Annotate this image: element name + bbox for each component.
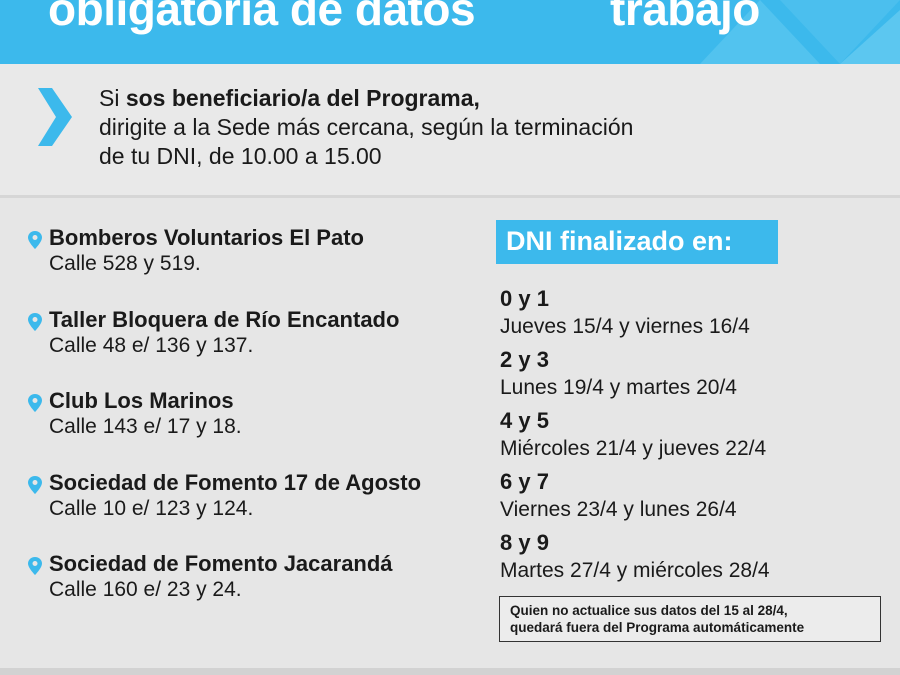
dni-dates: Miércoles 21/4 y jueves 22/4 (500, 437, 767, 460)
dni-group: 0 y 1 Jueves 15/4 y viernes 16/4 (500, 286, 750, 342)
location-pin-icon (28, 475, 42, 494)
dni-group: 6 y 7 Viernes 23/4 y lunes 26/4 (500, 469, 737, 525)
note-line2: quedará fuera del Programa automáticamen… (510, 620, 805, 635)
location-pin-icon (28, 557, 42, 575)
sede-name: Sociedad de Fomento 17 de Agosto (49, 469, 422, 495)
header-title-left: obligatoria de datos (48, 0, 476, 35)
location-pin-icon (28, 312, 42, 331)
sede-name: Taller Bloquera de Río Encantado (49, 306, 400, 332)
dni-heading: DNI finalizado en: (496, 220, 778, 264)
header-pattern (700, 0, 900, 64)
sede-name: Sociedad de Fomento Jacarandá (49, 551, 393, 576)
dni-digits: 2 y 3 (500, 347, 549, 372)
intro-prefix: Si (99, 85, 126, 111)
sede-address: Calle 143 e/ 17 y 18. (49, 415, 242, 438)
dni-digits: 6 y 7 (500, 469, 549, 494)
dni-group: 2 y 3 Lunes 19/4 y martes 20/4 (500, 347, 737, 403)
intro-bold: sos beneficiario/a del Programa, (125, 85, 480, 111)
dni-group: 4 y 5 Miércoles 21/4 y jueves 22/4 (500, 408, 766, 464)
location-pin-icon (28, 394, 42, 412)
sede-address: Calle 48 e/ 136 y 137. (49, 333, 254, 357)
sede-name: Club Los Marinos (49, 388, 234, 413)
header-banner: obligatoria de datos trabajo (0, 0, 900, 64)
dni-digits: 8 y 9 (500, 530, 549, 555)
dni-dates: Martes 27/4 y miércoles 28/4 (500, 559, 770, 582)
intro-line2: dirigite a la Sede más cercana, según la… (99, 114, 634, 140)
dni-group: 8 y 9 Martes 27/4 y miércoles 28/4 (500, 530, 770, 586)
dni-dates: Jueves 15/4 y viernes 16/4 (500, 315, 750, 338)
footer-strip (0, 668, 900, 675)
sede-address: Calle 160 e/ 23 y 24. (49, 578, 242, 601)
chevron-right-icon (38, 88, 72, 146)
sede-name: Bomberos Voluntarios El Pato (49, 225, 364, 250)
location-pin-icon (28, 231, 42, 249)
dni-dates: Lunes 19/4 y martes 20/4 (500, 376, 737, 399)
intro-line3: de tu DNI, de 10.00 a 15.00 (99, 143, 382, 169)
dni-dates: Viernes 23/4 y lunes 26/4 (500, 498, 737, 521)
dni-digits: 4 y 5 (500, 408, 549, 433)
header-title-right: trabajo (610, 0, 760, 35)
note-line1: Quien no actualice sus datos del 15 al 2… (510, 603, 788, 618)
intro-band (0, 64, 900, 198)
warning-note: Quien no actualice sus datos del 15 al 2… (499, 596, 881, 642)
sede-address: Calle 10 e/ 123 y 124. (49, 496, 254, 520)
intro-text: Si sos beneficiario/a del Programa, diri… (99, 84, 633, 171)
dni-digits: 0 y 1 (500, 286, 549, 311)
sede-address: Calle 528 y 519. (49, 252, 201, 275)
